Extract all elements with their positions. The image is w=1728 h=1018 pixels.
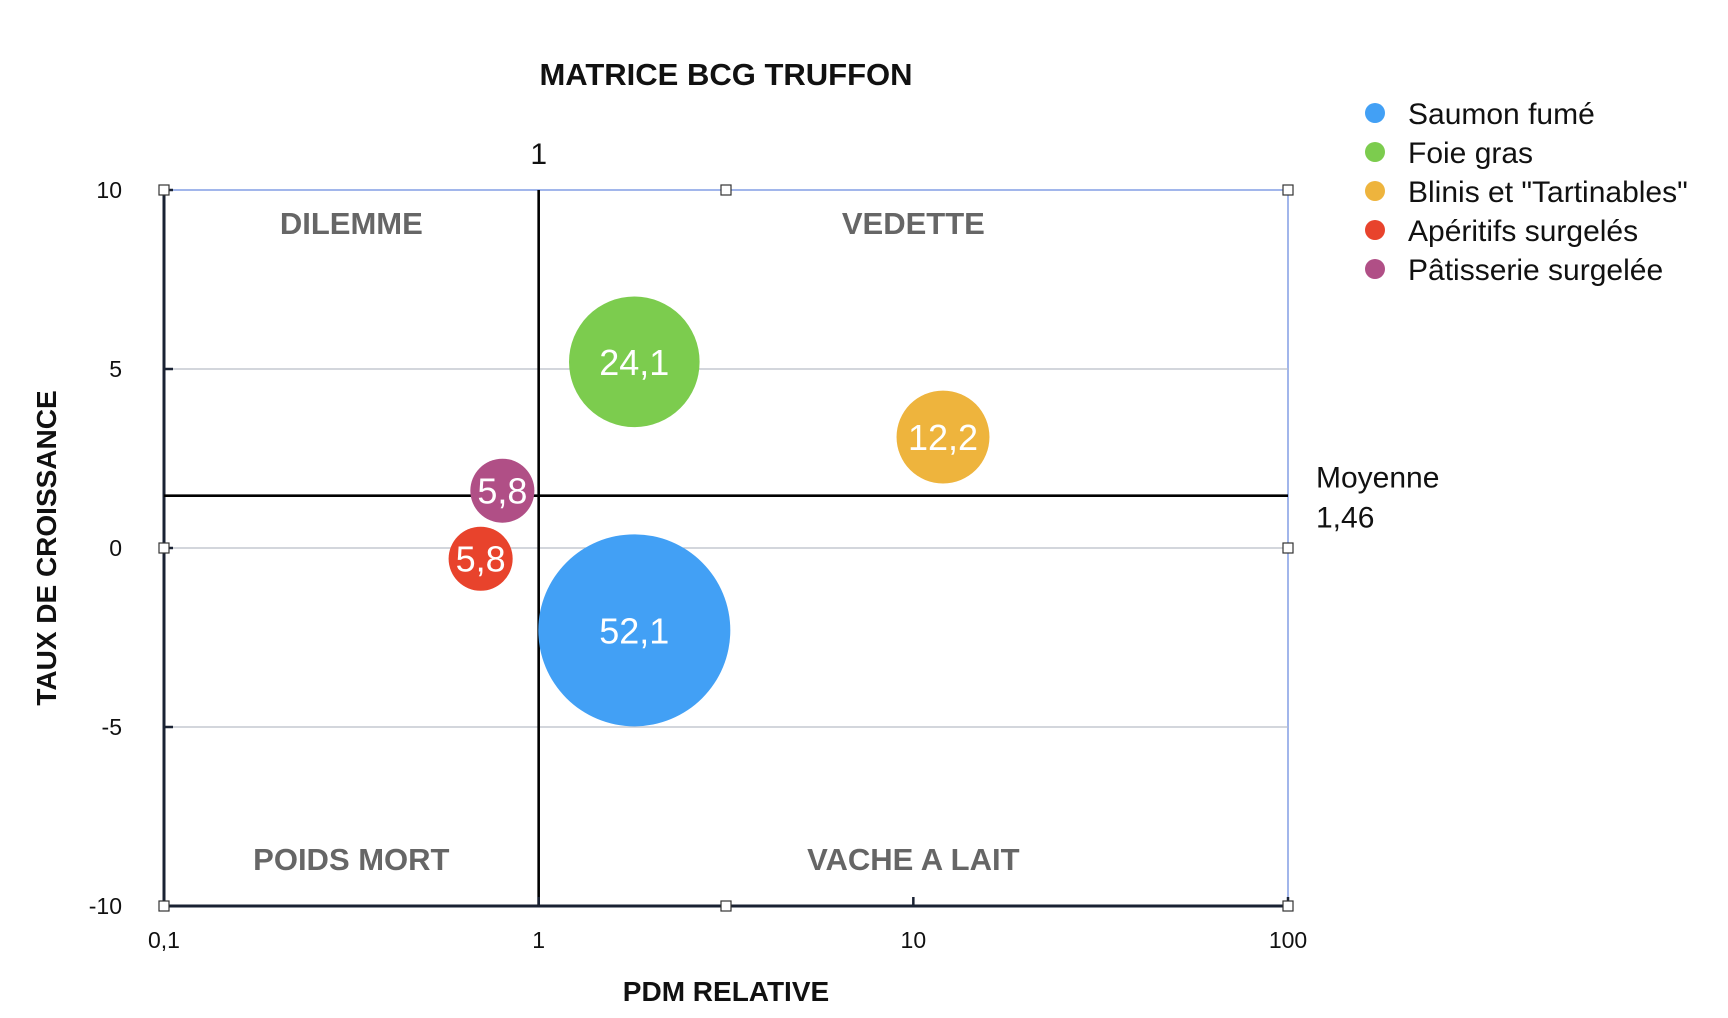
quadrant-label-poids-mort: POIDS MORT xyxy=(253,842,449,877)
resize-handle[interactable] xyxy=(1282,900,1294,912)
bubble-label: 52,1 xyxy=(599,610,669,651)
average-label: Moyenne xyxy=(1316,462,1439,495)
gridlines xyxy=(164,368,1288,728)
x-tick-label: 100 xyxy=(1269,927,1307,953)
bubble xyxy=(448,526,513,591)
quadrant-label-vache-a-lait: VACHE A LAIT xyxy=(807,842,1019,877)
selection-handles[interactable] xyxy=(158,184,1294,912)
bubble xyxy=(470,458,535,523)
legend-marker xyxy=(1365,142,1385,162)
legend-marker xyxy=(1365,103,1385,123)
legend-label: Pâtisserie surgelée xyxy=(1408,254,1663,287)
x-axis-title: PDM RELATIVE xyxy=(623,976,829,1007)
y-tick-label: -10 xyxy=(89,893,122,919)
legend-marker xyxy=(1365,220,1385,240)
bubble xyxy=(569,296,700,428)
bubble-label: 24,1 xyxy=(599,342,669,383)
resize-handle[interactable] xyxy=(720,184,732,196)
y-axis-title: TAUX DE CROISSANCE xyxy=(31,390,62,705)
legend-label: Apéritifs surgelés xyxy=(1408,215,1638,248)
legend-marker xyxy=(1365,181,1385,201)
y-tick-label: 10 xyxy=(96,177,122,203)
resize-handle[interactable] xyxy=(158,542,170,554)
y-tick-labels: 10 5 0 -5 -10 xyxy=(89,177,122,919)
legend-label: Foie gras xyxy=(1408,137,1533,170)
legend-marker xyxy=(1365,259,1385,279)
legend: Saumon fumé Foie gras Blinis et "Tartinabl… xyxy=(1365,98,1688,287)
quadrant-label-vedette: VEDETTE xyxy=(842,206,985,241)
average-value: 1,46 xyxy=(1316,502,1374,535)
y-tick-label: 0 xyxy=(109,535,122,561)
y-tick-label: -5 xyxy=(102,714,122,740)
resize-handle[interactable] xyxy=(1282,184,1294,196)
bubble-label: 12,2 xyxy=(908,417,978,458)
bubble xyxy=(896,390,990,484)
bubble xyxy=(538,534,731,727)
x-tick-labels: 0,1 1 10 100 xyxy=(148,927,1307,953)
x-tick-label: 10 xyxy=(901,927,927,953)
resize-handle[interactable] xyxy=(158,900,170,912)
resize-handle[interactable] xyxy=(720,900,732,912)
y-tick-label: 5 xyxy=(109,356,122,382)
legend-label: Blinis et "Tartinables" xyxy=(1408,176,1688,209)
x-tick-label: 0,1 xyxy=(148,927,180,953)
legend-label: Saumon fumé xyxy=(1408,98,1595,131)
bubble-label: 5,8 xyxy=(456,539,506,580)
quadrant-label-dilemme: DILEMME xyxy=(280,206,423,241)
vertical-reference-label: 1 xyxy=(530,138,547,171)
resize-handle[interactable] xyxy=(1282,542,1294,554)
bubble-label: 5,8 xyxy=(477,471,527,512)
bubbles: 52,1 24,1 12,2 5,8 5,8 xyxy=(448,296,990,727)
chart-title: MATRICE BCG TRUFFON xyxy=(539,57,912,92)
x-tick-label: 1 xyxy=(532,927,545,953)
resize-handle[interactable] xyxy=(158,184,170,196)
